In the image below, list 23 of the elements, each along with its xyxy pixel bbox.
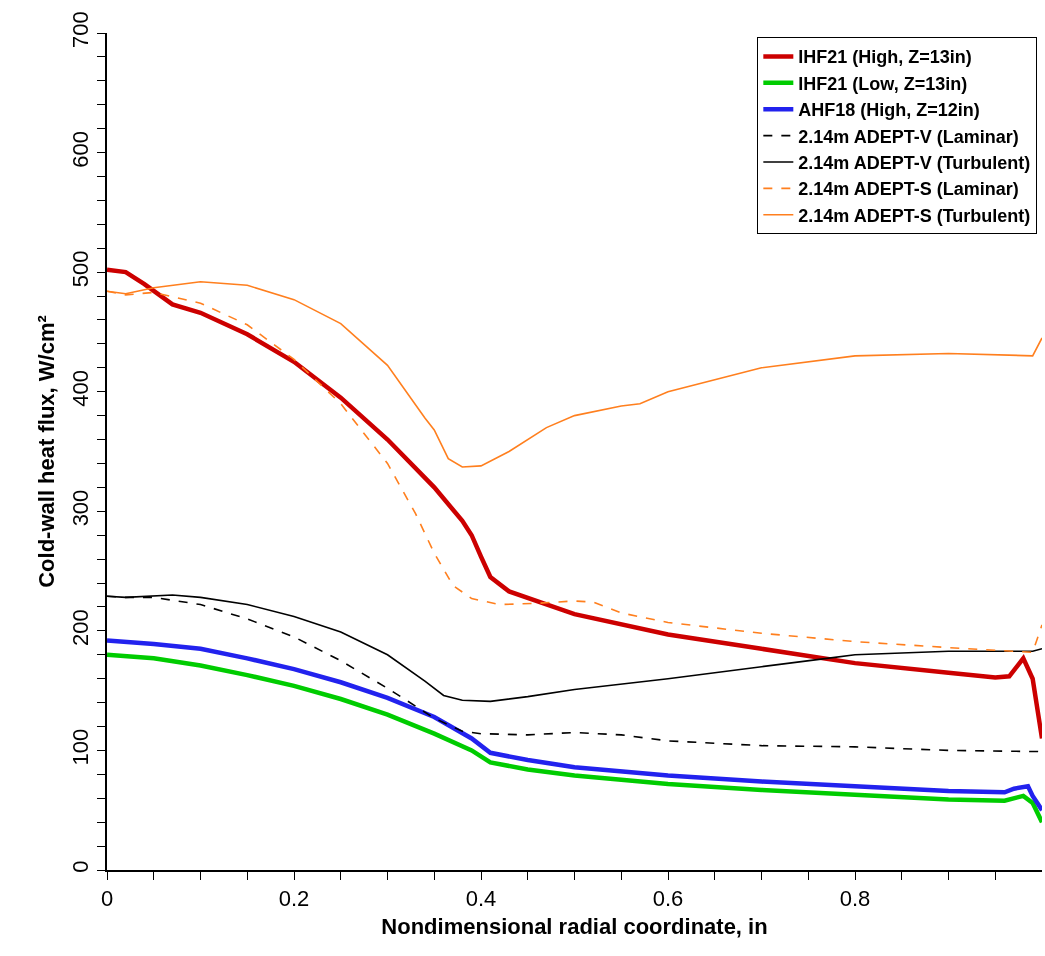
legend-label: IHF21 (Low, Z=13in) xyxy=(798,73,968,94)
legend-label: 2.14m ADEPT-S (Laminar) xyxy=(798,179,1019,200)
y-tick-label: 600 xyxy=(68,130,94,168)
y-tick-label: 400 xyxy=(68,370,94,407)
y-tick-label: 300 xyxy=(68,489,94,527)
x-tick-label: 0.6 xyxy=(652,886,684,912)
y-axis-title: Cold-wall heat flux, W/cm² xyxy=(33,315,59,588)
x-tick-label: 0.8 xyxy=(839,886,871,912)
legend-label: AHF18 (High, Z=12in) xyxy=(798,100,980,121)
line-series xyxy=(107,267,1042,741)
x-tick-label: 0 xyxy=(100,886,114,912)
y-tick-label: 200 xyxy=(68,609,94,646)
legend-label: 2.14m ADEPT-V (Turbulent) xyxy=(798,153,1031,174)
legend-label: 2.14m ADEPT-V (Laminar) xyxy=(798,126,1019,147)
x-tick-label: 0.2 xyxy=(278,886,310,912)
y-tick-label: 700 xyxy=(68,11,94,49)
x-axis-title: Nondimensional radial coordinate, in xyxy=(381,913,768,939)
y-tick-label: 500 xyxy=(68,250,94,288)
legend-label: 2.14m ADEPT-S (Turbulent) xyxy=(798,205,1031,226)
y-tick-label: 100 xyxy=(68,728,94,766)
x-tick-label: 0.4 xyxy=(465,886,497,912)
legend-label: IHF21 (High, Z=13in) xyxy=(798,47,972,68)
y-tick-label: 0 xyxy=(68,860,94,873)
